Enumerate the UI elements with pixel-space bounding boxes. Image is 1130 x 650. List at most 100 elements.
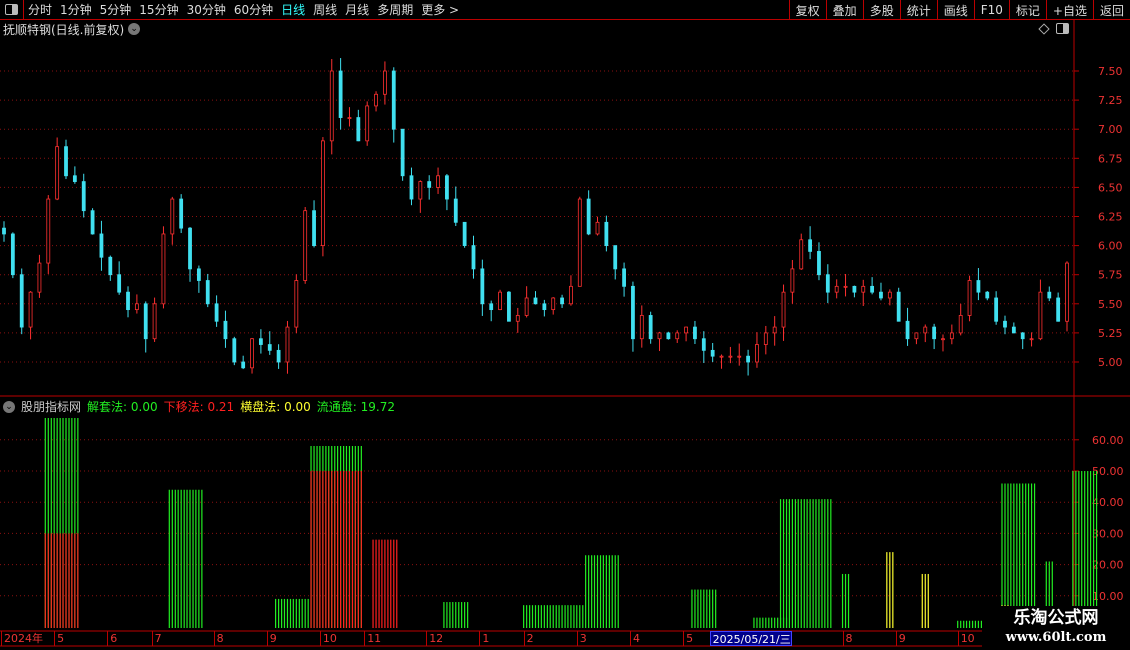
- candle-body: [861, 285, 866, 293]
- date-label: 9: [895, 631, 906, 646]
- candle-body: [179, 198, 184, 229]
- indicator-label: 横盘法:: [240, 400, 281, 414]
- date-label: 2025/05/21/三: [709, 631, 792, 646]
- chevron-down-icon[interactable]: ⌄: [3, 400, 15, 413]
- toolbar-button[interactable]: 多股: [862, 0, 900, 20]
- top-toolbar: 分时 1分钟 5分钟 15分钟 30分钟 60分钟 日线 周线 月线 多周期 更多 > 复权 叠加 多股…: [0, 0, 1130, 20]
- candle-body: [462, 221, 467, 247]
- price-tick-label: 6.50: [1098, 181, 1123, 194]
- period-tab[interactable]: 更多 >: [421, 3, 460, 17]
- candle-body: [613, 245, 618, 270]
- toolbar-button[interactable]: +自选: [1045, 0, 1093, 20]
- date-label: 10: [319, 631, 337, 646]
- candle-body: [684, 326, 688, 334]
- indicator-label: 流通盘:: [316, 400, 357, 414]
- candle-body: [170, 198, 175, 235]
- date-label: 8: [213, 631, 224, 646]
- date-label: 12: [426, 631, 443, 646]
- indicator-value: 解套法: 0.00: [87, 398, 158, 415]
- date-label: 11: [364, 631, 381, 646]
- candle-body: [577, 198, 582, 287]
- indicator-tick-label: 20.00: [1092, 559, 1124, 572]
- toolbar-button[interactable]: 复权: [788, 0, 826, 20]
- indicator-value: 流通盘: 19.72: [317, 398, 395, 415]
- chart-title[interactable]: 抚顺特钢(日线.前复权) ⌄: [3, 21, 141, 37]
- date-label: 5: [54, 631, 64, 646]
- candle-body: [569, 285, 573, 305]
- candle-body: [1056, 297, 1061, 322]
- date-label: 3: [576, 631, 587, 646]
- candle-body: [799, 239, 804, 270]
- period-tab[interactable]: 5分钟: [99, 3, 132, 17]
- candle-body: [746, 355, 750, 363]
- candle-body: [622, 268, 626, 287]
- candle-body: [870, 285, 875, 293]
- stock-title: 抚顺特钢(日线.前复权): [3, 22, 125, 37]
- watermark-url: www.60lt.com: [1005, 630, 1107, 645]
- candle-body: [1038, 291, 1043, 340]
- layout-toggle-button[interactable]: [0, 0, 24, 20]
- candle-body: [967, 280, 972, 316]
- period-tab[interactable]: 1分钟: [60, 3, 92, 17]
- indicator-label: 解套法:: [87, 400, 128, 414]
- candle-body: [347, 117, 352, 119]
- period-tab[interactable]: 月线: [345, 3, 370, 17]
- toolbar-button[interactable]: 统计: [899, 0, 937, 20]
- date-label: 7: [151, 631, 162, 646]
- price-tick-label: 6.00: [1098, 240, 1123, 253]
- period-tab[interactable]: 15分钟: [139, 3, 179, 17]
- date-label: 8: [842, 631, 853, 646]
- candle-body: [320, 140, 325, 246]
- candle-body: [418, 181, 423, 200]
- candle-body: [560, 297, 564, 305]
- candle-body: [524, 297, 529, 316]
- toolbar-button[interactable]: 叠加: [825, 0, 863, 20]
- indicator-tick-label: 40.00: [1092, 496, 1124, 509]
- indicator-name[interactable]: 股朋指标网: [21, 400, 82, 414]
- candle-body: [1020, 332, 1025, 340]
- candle-body: [923, 326, 928, 334]
- toolbar-button[interactable]: F10: [973, 0, 1009, 20]
- chevron-down-icon[interactable]: ⌄: [128, 23, 141, 35]
- indicator-number: 19.72: [356, 400, 396, 414]
- candle-body: [976, 280, 981, 293]
- indicator-number: 0.21: [203, 400, 235, 414]
- period-tab[interactable]: 30分钟: [186, 3, 226, 17]
- candle-body: [143, 303, 148, 340]
- date-label: 5: [683, 631, 693, 646]
- panel-icon[interactable]: [1056, 23, 1069, 34]
- candle-body: [515, 315, 520, 322]
- date-label: 2: [523, 631, 534, 646]
- period-tab[interactable]: 周线: [313, 3, 338, 17]
- candle-body: [949, 332, 954, 340]
- candle-body: [914, 332, 919, 340]
- candle-body: [808, 239, 813, 252]
- watermark-text: 乐淘公式网: [1013, 608, 1099, 628]
- candle-body: [117, 274, 122, 293]
- candle-body: [81, 181, 86, 212]
- diamond-icon[interactable]: [1038, 22, 1050, 35]
- candle-body: [489, 303, 494, 311]
- date-label: 6: [107, 631, 117, 646]
- panel-icon: [5, 4, 18, 15]
- period-tab[interactable]: 多周期: [377, 3, 414, 17]
- toolbar-button[interactable]: 画线: [936, 0, 974, 20]
- candle-body: [391, 70, 396, 130]
- candle-body: [329, 70, 334, 142]
- candle-body: [294, 280, 299, 328]
- candle-body: [852, 285, 857, 293]
- price-tick-label: 6.75: [1098, 152, 1123, 165]
- candle-body: [303, 210, 308, 281]
- toolbar-button[interactable]: 标记: [1008, 0, 1046, 20]
- candle-body: [161, 233, 166, 305]
- period-tab[interactable]: 60分钟: [233, 3, 274, 17]
- candle-body: [994, 297, 999, 322]
- watermark-logo: 乐淘公式网 www.60lt.com: [982, 606, 1130, 650]
- toolbar-button[interactable]: 返回: [1092, 0, 1130, 20]
- period-tab[interactable]: 分时: [28, 3, 53, 17]
- period-tab[interactable]: 日线: [281, 3, 306, 17]
- candle-body: [365, 105, 370, 142]
- indicator-tick-label: 60.00: [1092, 434, 1124, 447]
- candle-body: [108, 256, 113, 276]
